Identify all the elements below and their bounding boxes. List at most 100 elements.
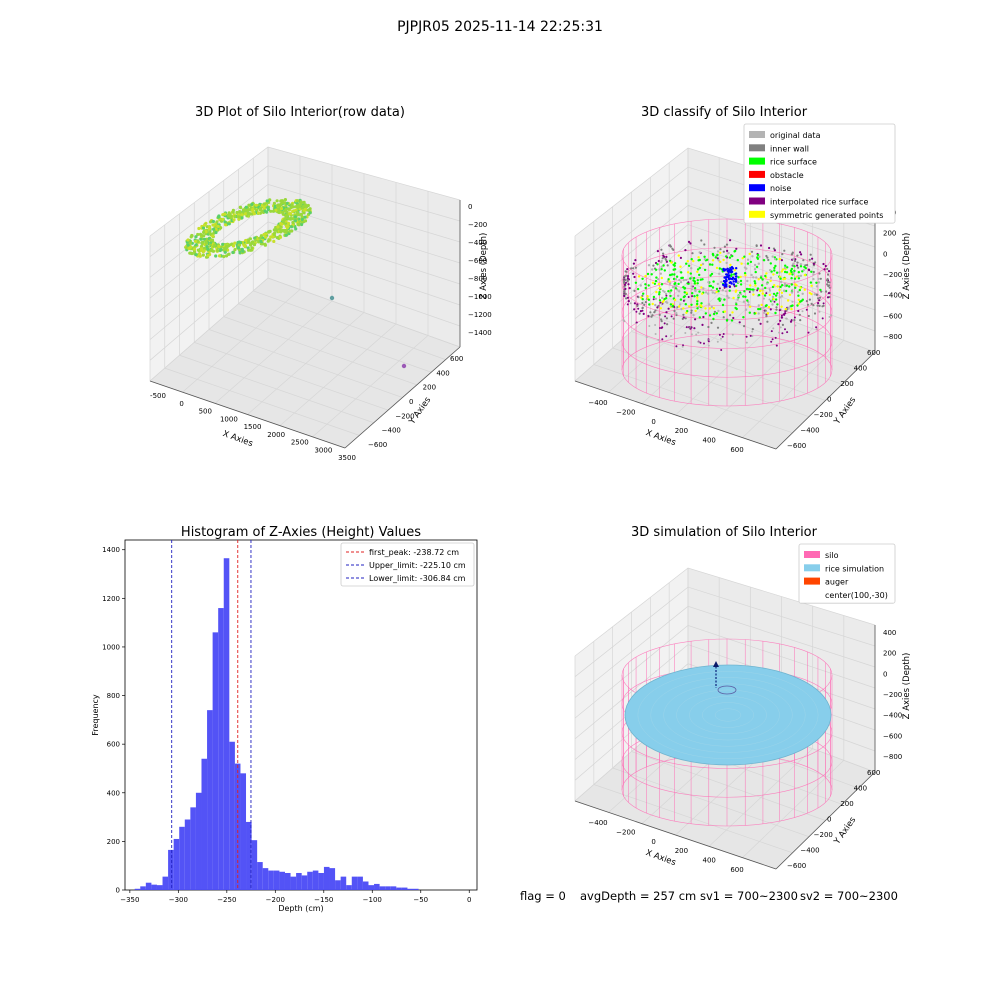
data-point [759,244,763,247]
data-point [672,248,675,251]
data-point [276,203,280,207]
data-point [235,210,239,215]
data-point [779,285,782,289]
legend-label: center(100,-30) [825,591,888,600]
data-point [699,341,702,344]
tick-label: -500 [150,392,166,400]
data-point [797,266,800,269]
data-point [190,252,194,256]
data-point [717,259,720,262]
chart-title: 3D simulation of Silo Interior [631,525,818,540]
data-point [242,243,246,247]
data-point [827,292,831,295]
data-point [199,233,203,237]
data-point [799,251,802,254]
data-point [817,302,820,305]
data-point [278,235,283,239]
tick-label: −400 [800,847,819,855]
z-axis-label: Z Axies (Depth) [902,653,912,720]
histogram-bar [273,870,280,890]
data-point [765,315,768,318]
data-point [739,283,743,286]
data-point [794,324,797,327]
data-point [202,249,206,253]
data-point [667,290,670,293]
histogram-bar [190,807,196,890]
data-point [726,269,729,273]
data-point [251,208,255,212]
data-point [641,301,644,305]
data-point [776,292,779,295]
data-point [710,305,713,309]
data-point [813,293,816,296]
data-point [229,214,233,218]
data-point [722,283,725,286]
data-point [818,310,821,313]
data-point [673,306,676,308]
data-point [622,319,625,322]
tick-label: 2500 [291,439,309,447]
data-point [747,303,750,306]
data-point [711,286,715,289]
gridline [247,312,365,415]
data-point [265,199,269,203]
data-point [796,261,799,264]
data-point [302,211,306,215]
tick-label: 800 [107,692,120,700]
data-point [764,309,767,312]
data-point [793,277,797,280]
data-point [758,307,762,311]
data-point [728,285,731,288]
data-point [750,250,754,253]
rice-mesh [637,671,819,759]
data-point [233,215,237,219]
data-point [225,244,229,248]
legend-label: Lower_limit: -306.84 cm [369,574,466,583]
rice-mesh [689,696,767,734]
data-point [284,216,288,220]
data-point [249,243,253,247]
data-point [662,264,665,267]
data-point [779,326,782,329]
histogram-bar [168,849,174,890]
data-point [675,284,678,287]
data-point [654,303,657,307]
gridline [608,293,720,393]
data-point [252,212,256,216]
auger-ring [717,685,737,695]
data-point [698,273,701,277]
data-point [284,233,288,237]
tick-label: −400 [588,819,607,827]
data-point [815,285,819,288]
data-point [654,333,657,335]
data-point [735,267,738,270]
data-point [664,292,668,296]
data-point [745,287,749,291]
data-point [657,278,660,281]
data-point [697,256,700,259]
data-point [703,258,707,261]
data-point [808,291,811,295]
data-point [730,270,734,273]
data-point [766,320,769,323]
tick-label: −300 [169,896,188,904]
data-point [683,291,686,294]
data-point [773,257,777,261]
histogram-bar [413,888,419,890]
data-point [626,278,629,281]
data-point [791,288,794,291]
data-point [700,286,703,289]
tick-label: −600 [883,312,902,320]
data-point [692,313,695,317]
data-point [793,259,797,263]
data-point [762,306,765,309]
data-point [711,263,714,266]
data-point [698,290,701,293]
data-point [797,302,800,305]
data-point [768,246,771,250]
data-point [189,245,193,249]
data-point [739,279,743,283]
data-point [652,264,655,267]
data-point [809,253,812,256]
data-point [770,270,773,273]
